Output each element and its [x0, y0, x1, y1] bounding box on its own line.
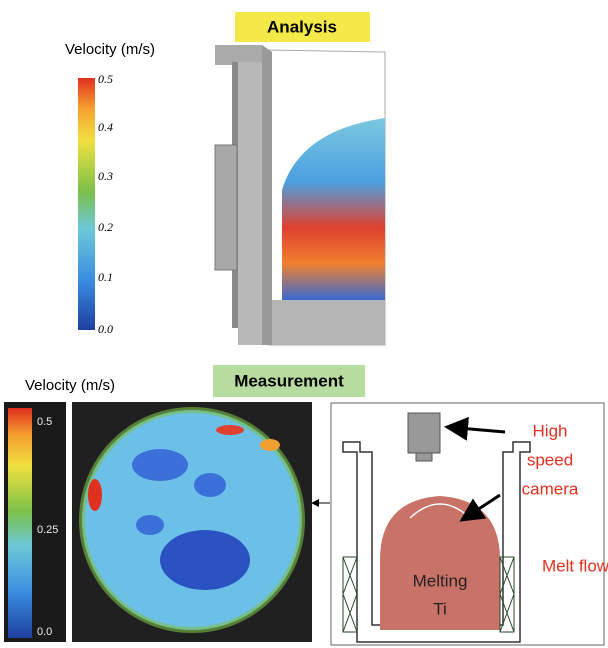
- colorbar-title: Velocity (m/s): [25, 377, 115, 394]
- colorbar: [8, 408, 32, 638]
- camera-lens: [416, 453, 432, 461]
- simulation-model: [215, 45, 385, 345]
- camera-label: speed: [527, 450, 573, 469]
- figure: Analysis Velocity (m/s) 0.5 0.4 0.3 0.2 …: [0, 0, 608, 648]
- colorbar-tick: 0.3: [98, 169, 113, 183]
- colorbar-tick: 0.5: [37, 416, 52, 428]
- colorbar-tick: 0.4: [98, 120, 113, 134]
- colorbar-tick: 0.25: [37, 524, 58, 536]
- camera: [408, 413, 440, 453]
- colorbar-tick: 0.5: [98, 72, 113, 86]
- melt-label: Ti: [433, 599, 447, 618]
- colorbar-tick: 0.1: [98, 270, 113, 284]
- colorbar: [78, 78, 95, 330]
- camera-label: camera: [522, 479, 579, 498]
- melt-label: Melting: [413, 571, 468, 590]
- camera-label: High: [533, 421, 568, 440]
- colorbar-tick: 0.0: [37, 626, 52, 638]
- page: Analysis Velocity (m/s) 0.5 0.4 0.3 0.2 …: [0, 0, 608, 648]
- colorbar-tick: 0.0: [98, 322, 113, 336]
- section-label: Analysis: [267, 17, 337, 36]
- colorbar-tick: 0.2: [98, 220, 113, 234]
- velocity-field: [72, 402, 312, 642]
- colorbar-title: Velocity (m/s): [65, 41, 155, 58]
- flow-label: Melt flow: [542, 556, 608, 575]
- section-label: Measurement: [234, 371, 344, 390]
